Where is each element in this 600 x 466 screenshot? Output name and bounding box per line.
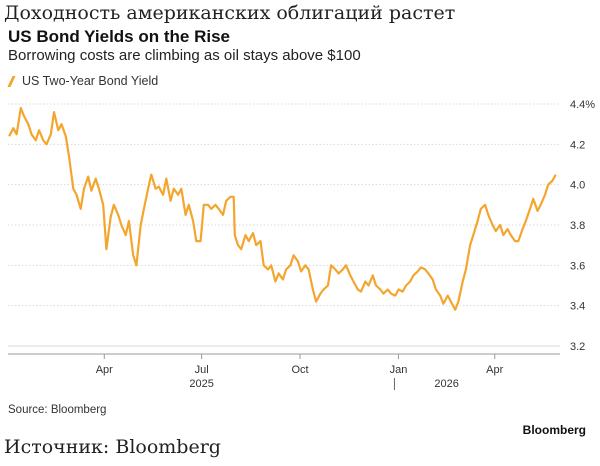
y-tick-label: 3.4 (570, 301, 585, 313)
y-tick-label: 3.2 (570, 341, 585, 353)
x-tick-label: Apr (96, 364, 113, 376)
legend: US Two-Year Bond Yield (7, 74, 159, 88)
y-tick-label: 3.8 (570, 220, 585, 232)
chart: 4.4% 4.2 4.0 3.8 3.6 3.4 3.2 Apr Jul Oct Jan Apr 202… (8, 99, 595, 390)
chart-subtitle: Borrowing costs are climbing as oil stay… (8, 47, 361, 64)
legend-label: US Two-Year Bond Yield (22, 74, 159, 88)
ru-source-note: Источник: Bloomberg (4, 436, 221, 458)
y-tick-label: 4.0 (570, 180, 585, 192)
y-tick-label: 4.2 (570, 139, 585, 151)
brand-logo: Bloomberg (522, 423, 586, 437)
chart-title: US Bond Yields on the Rise (8, 27, 230, 46)
x-tick-label: Jan (390, 364, 408, 376)
page-title: Доходность американских облигаций растет (4, 2, 456, 24)
x-year-label: 2026 (434, 378, 458, 390)
y-tick-label: 3.6 (570, 260, 585, 272)
series-line (8, 106, 557, 311)
source-note: Source: Bloomberg (8, 404, 107, 416)
x-tick-label: Oct (291, 364, 308, 376)
x-year-label: 2025 (189, 378, 213, 390)
x-tick-label: Jul (195, 364, 209, 376)
x-tick-label: Apr (486, 364, 503, 376)
y-tick-label: 4.4% (570, 99, 595, 111)
